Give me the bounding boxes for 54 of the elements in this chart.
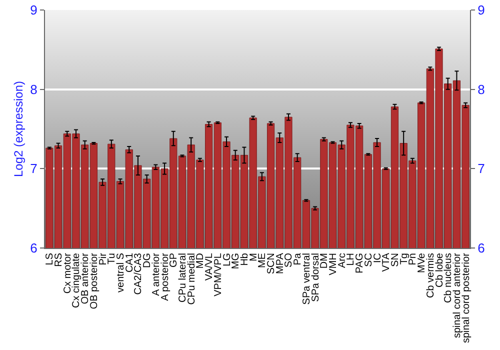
y-tick-label: 9 [30,2,38,18]
y2-tick-label: 6 [478,240,485,256]
x-tick-label: MPA [274,252,286,274]
x-tick-label: DG [142,252,154,268]
y2-tick-label: 8 [478,82,485,97]
x-tick-label: LH [346,253,357,266]
x-tick-label: CPu lateral [177,253,188,302]
x-tick-label: GP [168,252,180,268]
x-tick-label: MVe [416,252,428,274]
x-tick-label: Pn [408,253,419,266]
x-tick-label: LG [222,252,233,266]
x-tick-label: SC [363,253,374,267]
x-tick-label: M [248,253,260,262]
x-tick-label: DM [319,253,330,269]
x-tick-label: Arc [336,253,348,268]
x-tick-label: SO [284,252,295,268]
x-tick-label: SN [390,253,401,267]
x-tick-label: A posterior [160,252,171,301]
x-tick-label: spinal cord posterior [460,252,472,344]
x-tick-label: Cb nucleus [443,253,454,304]
x-tick-label: VPM/VPL [212,252,224,296]
x-tick-label: CA1 [124,252,136,272]
x-tick-label: VMH [328,253,340,276]
x-tick-label: Pa [292,252,304,266]
y2-tick-label: 7 [478,161,485,176]
x-tick-label: IC [372,253,384,263]
x-tick-label: OB posterior [88,252,100,310]
x-tick-label: ME [257,252,268,268]
x-tick-label: LS [44,252,56,266]
y2-tick-label: 9 [478,2,485,18]
x-tick-label: CPu medial [186,253,198,305]
x-tick-label: Pir [98,252,109,266]
x-tick-label: SPa dorsal [310,253,322,302]
x-tick-label: ventral S [116,252,127,292]
x-tick-label: PAG [354,252,366,274]
x-tick-label: SPa ventral [301,253,312,305]
x-tick-label: VTA [381,252,392,272]
x-tick-label: Cb lobe [434,252,446,288]
x-tick-label: Hb [239,252,250,266]
x-tick-label: Tg [398,253,410,265]
y-tick-label: 6 [30,240,38,256]
x-tick-label: Cb vermis [425,253,436,298]
x-tick-label: Cx cingulate [71,252,82,308]
x-tick-label: RS [54,252,65,267]
x-tick-label: SCN [266,253,278,274]
x-tick-label: A anterior [150,252,162,296]
x-tick-label: spinal cord anterior [452,252,463,338]
x-tick-label: Cx motor [62,252,74,294]
x-tick-label: Tu [106,253,118,264]
y-axis-title: Log2 (expression) [11,80,26,178]
x-tick-label: CA2/CA3 [133,252,144,295]
x-tick-label: OB anterior [80,252,92,304]
y-tick-label: 7 [30,161,38,176]
y-tick-label: 8 [30,82,38,97]
